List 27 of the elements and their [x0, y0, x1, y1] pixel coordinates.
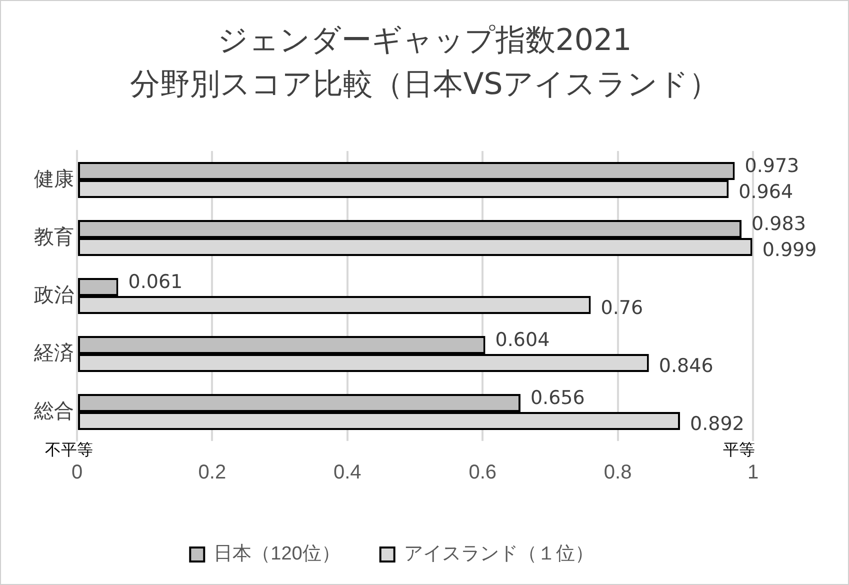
y-tick-label: 健康	[34, 168, 74, 191]
x-tick-label: 0.6	[468, 462, 497, 484]
y-tick-label: 教育	[34, 226, 74, 249]
x-tick-label: 0.2	[198, 462, 226, 484]
chart-title: ジェンダーギャップ指数2021	[216, 22, 633, 60]
data-label: 0.76	[600, 296, 644, 319]
y-tick-label: 総合	[33, 400, 74, 423]
annotation: 不平等	[45, 440, 93, 460]
data-label: 0.964	[738, 180, 794, 203]
x-tick-label: 0.4	[333, 462, 362, 484]
chart-subtitle: 分野別スコア比較（日本VSアイスランド）	[129, 66, 720, 104]
y-tick-label: 経済	[33, 342, 74, 365]
x-tick-label: 0	[71, 462, 83, 484]
y-tick-label: 政治	[34, 284, 74, 307]
data-label: 0.061	[128, 270, 183, 293]
data-label: 0.973	[744, 154, 800, 177]
legend-label: アイスランド（１位）	[404, 544, 594, 565]
data-label: 0.983	[752, 212, 806, 235]
data-label: 0.656	[530, 386, 585, 409]
data-label: 0.999	[762, 238, 817, 261]
data-label: 0.892	[690, 412, 744, 435]
annotation: 平等	[723, 440, 755, 460]
data-label: 0.604	[495, 328, 550, 351]
x-tick-label: 0.8	[604, 462, 632, 484]
data-label: 0.846	[658, 354, 714, 377]
x-tick-label: 1	[747, 462, 759, 484]
legend-label: 日本（120位）	[214, 544, 340, 565]
